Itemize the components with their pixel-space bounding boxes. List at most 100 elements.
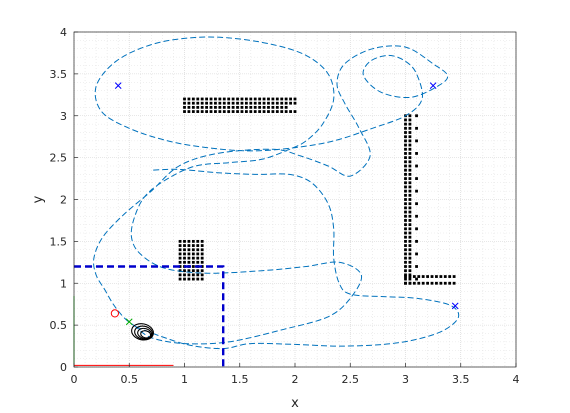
obstacle-dot [249,110,253,113]
obstacle-dot [404,131,407,134]
obstacle-dot [222,101,226,105]
obstacle-dot [187,277,191,281]
obstacle-dot [404,164,407,168]
obstacle-dot [196,277,200,281]
obstacle-dot [200,273,204,277]
obstacle-dot [187,252,191,256]
obstacle-dot [408,281,412,285]
boundary-line [74,265,225,367]
x-tick-label: 4 [513,373,520,386]
obstacle-dot [404,244,407,247]
x-tick-label: 2.5 [342,373,360,386]
obstacle-dot [231,110,235,113]
y-axis-ticks: 0 0.5 1 1.5 2 2.5 3 3.5 4 [50,26,78,374]
obstacle-dot [415,202,418,206]
obstacle-dot [262,101,266,105]
obstacle-dot [289,101,292,105]
obstacle-dot [200,97,204,101]
waypoint-marker [114,82,122,89]
obstacle-dot [183,277,186,281]
obstacle-dot [196,260,200,264]
obstacle-dot [267,110,270,113]
obstacle-dot [408,210,412,214]
obstacle-dot [408,114,412,118]
obstacle-dot [404,198,407,201]
obstacle-dot [404,275,407,278]
obstacle-dot [200,277,204,281]
x-tick-label: 1.5 [231,373,249,386]
y-tick-label: 0 [60,361,67,374]
obstacle-dot [231,105,235,109]
obstacle-dot [200,110,204,113]
obstacle-dot [214,101,217,105]
obstacle-dot [196,110,200,113]
obstacle-dot [452,275,456,278]
y-tick-label: 4 [60,26,67,39]
start-marker [110,309,119,318]
obstacle-dot [218,101,222,105]
obstacle-dot [280,105,284,109]
obstacle-dot [178,252,182,256]
obstacle-dot [408,214,412,218]
obstacle-dot [178,239,182,243]
obstacle-dot [408,244,412,247]
obstacle-dot [200,239,204,243]
obstacle-dot [404,152,407,155]
obstacle-dot [244,110,248,113]
obstacle-dot [187,239,191,243]
obstacle-dot [415,152,418,155]
obstacle-dot [408,227,412,231]
obstacle-dot [200,101,204,105]
obstacle-dot [236,101,239,105]
obstacle-dot [196,248,200,252]
obstacle-dot [178,256,182,260]
obstacle-dot [408,202,412,206]
obstacle-dot [404,147,407,151]
obstacle-dot [209,97,213,101]
obstacle-dot [404,160,407,164]
obstacle-dot [253,110,257,113]
obstacle-dot [404,193,407,197]
robot-loop [131,323,154,341]
y-tick-label: 1 [60,277,67,290]
obstacle-dot [421,275,425,278]
obstacle-dot [178,269,182,273]
obstacle-dot [404,181,407,185]
obstacle-dot [404,256,407,260]
obstacle-dot [196,252,200,256]
obstacle-dot [408,275,412,278]
obstacle-dot [191,265,195,268]
obstacle-dot [275,101,279,105]
obstacle-dot [183,239,186,243]
obstacle-dot [209,101,213,105]
obstacle-dot [249,97,253,101]
obstacle-dot [430,275,434,278]
obstacle-dot [214,110,217,113]
obstacle-dot [408,223,412,227]
obstacle-dot [404,172,407,176]
obstacle-dot [421,281,425,285]
obstacle-dot [178,260,182,264]
obstacle-dot [404,210,407,214]
waypoint-marker [451,302,459,310]
trajectory-route [135,168,460,350]
obstacle-dot [178,265,182,268]
trajectory-loop [93,36,449,345]
obstacle-dot [404,281,407,285]
obstacle-dot [267,105,270,109]
obstacle-dot [240,110,244,113]
obstacle-dot [240,101,244,105]
obstacle-dot [222,97,226,101]
obstacle-dot [236,105,239,109]
obstacle-dot [408,160,412,164]
obstacle-dot [191,239,195,243]
obstacle-dot [426,275,429,278]
obstacle-dot [183,97,186,101]
obstacle-dot [258,105,262,109]
obstacle-dot [227,97,231,101]
obstacle-dot [448,275,452,278]
obstacle-dot [200,260,204,264]
obstacle-dot [408,206,412,210]
obstacle-dot [240,105,244,109]
obstacle-dot [262,97,266,101]
